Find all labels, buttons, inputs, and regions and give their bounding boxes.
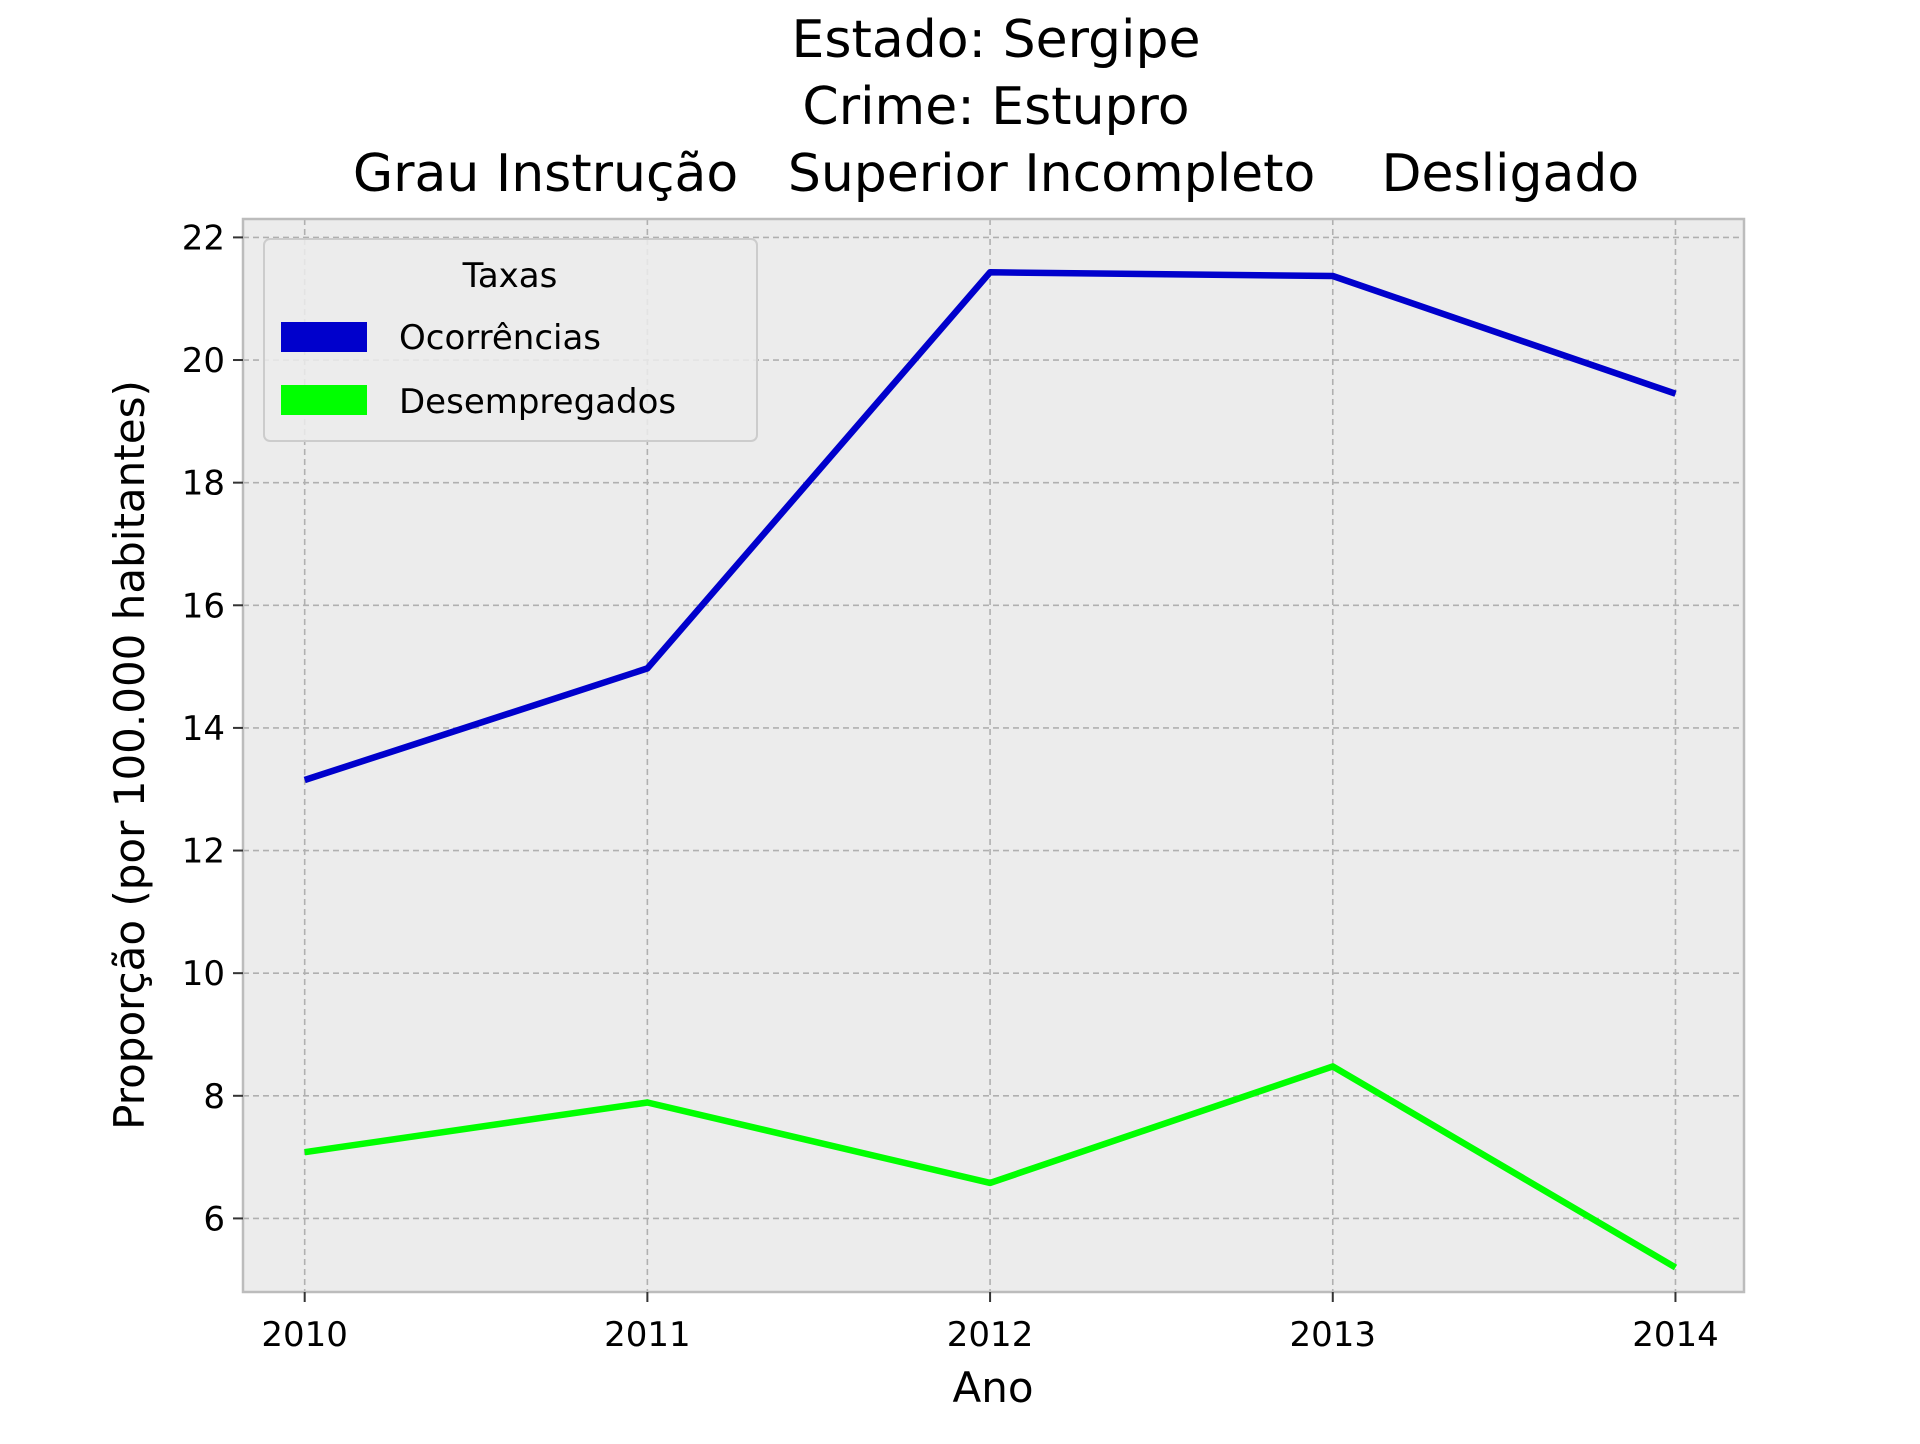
y-tick-label: 12 [182, 832, 225, 872]
y-axis-ticks: 6 8 10 12 14 16 18 20 22 [182, 218, 243, 1239]
y-tick-label: 6 [203, 1199, 225, 1239]
legend-title: Taxas [462, 256, 558, 296]
legend-swatch-desempregados [281, 385, 367, 415]
x-tick-label: 2014 [1632, 1315, 1719, 1355]
y-tick-label: 16 [182, 586, 225, 626]
y-tick-label: 22 [182, 218, 225, 258]
y-tick-label: 10 [182, 954, 225, 994]
legend-label-ocorrencias: Ocorrências [399, 318, 601, 358]
y-tick-label: 14 [182, 709, 225, 749]
legend-label-desempregados: Desempregados [399, 382, 676, 422]
chart-title: Estado: Sergipe Crime: Estupro Grau Inst… [353, 10, 1639, 204]
x-tick-label: 2011 [604, 1315, 691, 1355]
chart-title-line-2: Crime: Estupro [802, 77, 1189, 137]
x-tick-label: 2010 [261, 1315, 348, 1355]
chart-title-line-3: Grau Instrução Superior Incompleto Desli… [353, 144, 1639, 204]
y-tick-label: 8 [203, 1077, 225, 1117]
y-tick-label: 20 [182, 341, 225, 381]
y-axis-label: Proporção (por 100.000 habitantes) [105, 380, 154, 1130]
x-axis-label: Ano [952, 1363, 1033, 1412]
legend-swatch-ocorrencias [281, 322, 367, 352]
chart-title-line-1: Estado: Sergipe [792, 10, 1201, 70]
legend: Taxas Ocorrências Desempregados [264, 239, 757, 441]
x-tick-label: 2012 [947, 1315, 1034, 1355]
x-tick-label: 2013 [1290, 1315, 1377, 1355]
y-tick-label: 18 [182, 464, 225, 504]
x-axis-ticks: 2010 2011 2012 2013 2014 [261, 1292, 1718, 1355]
